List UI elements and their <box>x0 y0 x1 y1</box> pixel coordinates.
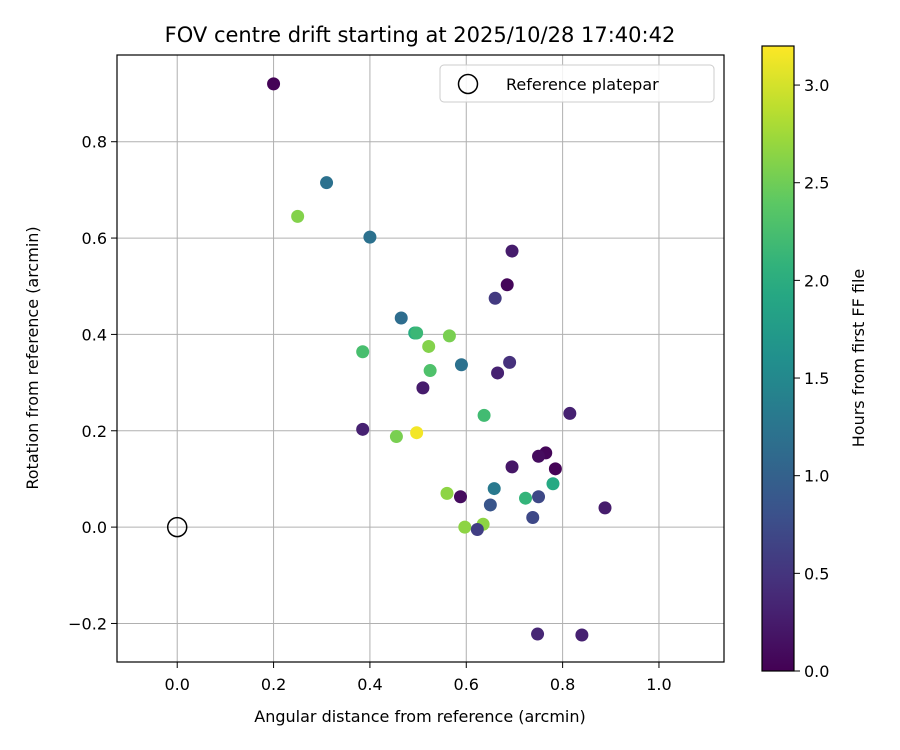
data-point <box>532 490 546 504</box>
data-point <box>598 501 612 515</box>
x-axis-ticks: 0.0 0.2 0.4 0.6 0.8 1.0 <box>164 662 672 694</box>
x-axis-label: Angular distance from reference (arcmin) <box>254 707 585 726</box>
data-point <box>531 627 545 641</box>
data-points <box>267 77 612 642</box>
y-axis-ticks: −0.2 0.0 0.2 0.4 0.6 0.8 <box>68 133 117 633</box>
data-point <box>356 422 370 436</box>
y-tick-label: −0.2 <box>68 614 107 633</box>
data-point <box>410 326 424 340</box>
colorbar-label: Hours from first FF file <box>849 269 868 448</box>
data-point <box>454 358 468 372</box>
colorbar <box>761 45 795 672</box>
colorbar-tick-label: 2.5 <box>804 174 829 193</box>
data-point <box>423 364 437 378</box>
y-tick-label: 0.4 <box>82 325 107 344</box>
colorbar-ticks: 0.0 0.5 1.0 1.5 2.0 2.5 3.0 <box>794 76 829 681</box>
reference-point <box>166 516 188 538</box>
data-point <box>458 520 472 534</box>
colorbar-tick-label: 3.0 <box>804 76 829 95</box>
data-point <box>410 426 424 440</box>
x-tick-label: 1.0 <box>646 675 671 694</box>
x-tick-label: 0.0 <box>164 675 189 694</box>
data-point <box>442 329 456 343</box>
data-point <box>487 482 501 496</box>
y-tick-label: 0.8 <box>82 133 107 152</box>
data-point <box>356 345 370 359</box>
data-point <box>488 291 502 305</box>
data-point <box>394 311 408 325</box>
data-point <box>389 430 403 444</box>
data-point <box>526 510 540 524</box>
data-point <box>532 449 546 463</box>
x-tick-label: 0.8 <box>550 675 575 694</box>
data-point <box>505 460 519 474</box>
data-point <box>483 498 497 512</box>
chart-title: FOV centre drift starting at 2025/10/28 … <box>165 23 676 47</box>
legend-open-circle-icon <box>457 73 479 95</box>
data-point <box>267 77 281 91</box>
legend-label: Reference platepar <box>506 75 659 94</box>
data-point <box>453 490 467 504</box>
data-point <box>575 628 589 642</box>
y-tick-label: 0.6 <box>82 229 107 248</box>
data-point <box>477 408 491 422</box>
colorbar-tick-label: 0.0 <box>804 662 829 681</box>
data-point <box>440 486 454 500</box>
data-point <box>548 462 562 476</box>
y-axis-label: Rotation from reference (arcmin) <box>23 226 42 489</box>
grid <box>117 55 724 662</box>
colorbar-tick-label: 1.5 <box>804 369 829 388</box>
data-point <box>363 230 377 244</box>
legend: Reference platepar <box>439 64 715 103</box>
legend-box <box>439 64 715 103</box>
colorbar-tick-label: 1.0 <box>804 467 829 486</box>
plot-frame <box>116 54 725 663</box>
data-point <box>519 491 533 505</box>
data-point <box>563 406 577 420</box>
data-point <box>500 278 514 292</box>
x-tick-label: 0.2 <box>261 675 286 694</box>
data-point <box>505 244 519 258</box>
data-point <box>470 523 484 537</box>
x-tick-label: 0.4 <box>357 675 382 694</box>
data-point <box>320 176 334 190</box>
data-point <box>416 381 430 395</box>
colorbar-tick-label: 2.0 <box>804 271 829 290</box>
data-point <box>291 209 305 223</box>
data-point <box>546 477 560 491</box>
reference-marker <box>166 516 188 538</box>
data-point <box>503 355 517 369</box>
x-tick-label: 0.6 <box>454 675 479 694</box>
data-point <box>422 339 436 353</box>
colorbar-tick-label: 0.5 <box>804 564 829 583</box>
y-tick-label: 0.2 <box>82 422 107 441</box>
data-point <box>491 366 505 380</box>
y-tick-label: 0.0 <box>82 518 107 537</box>
